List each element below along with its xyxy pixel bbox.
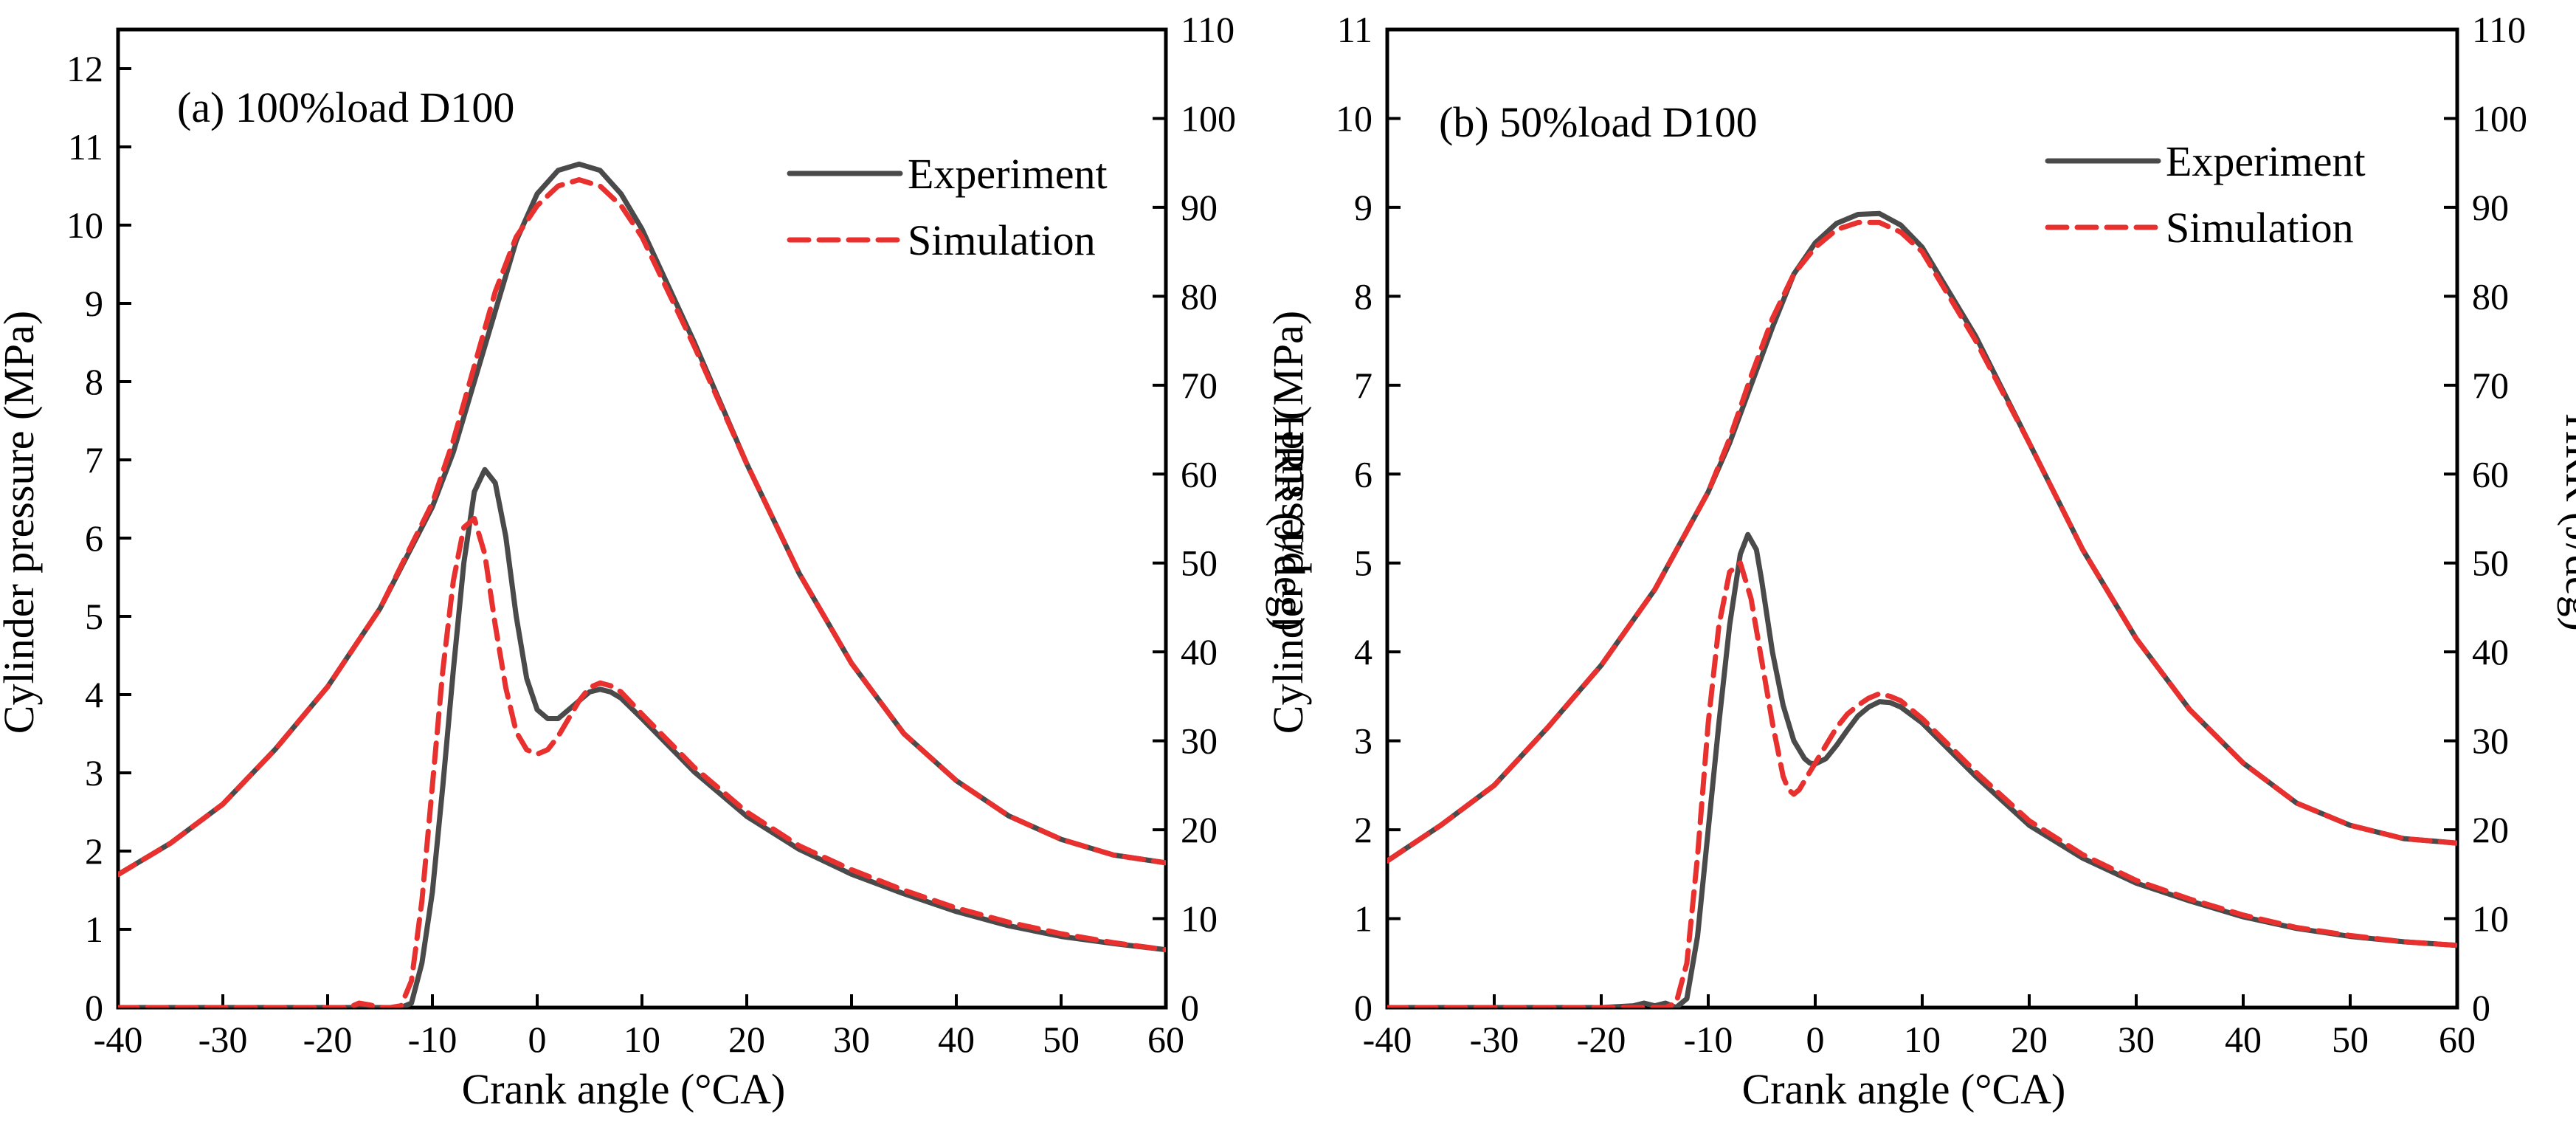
y-tick-label: 0	[85, 987, 103, 1028]
x-tick-label: -40	[94, 1019, 143, 1060]
y2-tick-label: 10	[1181, 898, 1218, 940]
y2-tick-label: 60	[1181, 453, 1218, 495]
x-tick-label: 50	[2332, 1019, 2369, 1060]
y2-tick-label: 80	[2472, 275, 2509, 317]
y-tick-label: 1	[85, 909, 103, 950]
y-tick-label: 4	[1354, 631, 1372, 672]
x-tick-label: -10	[1684, 1019, 1733, 1060]
x-tick-label: 50	[1043, 1019, 1080, 1060]
y2-axis-title: HRR (J/deg)	[2557, 413, 2576, 631]
simulation-pressure-line	[118, 177, 1166, 878]
y-tick-label: 10	[1336, 97, 1372, 139]
x-tick-label: -30	[198, 1019, 248, 1060]
panel-title: (b) 50%load D100	[1439, 98, 1758, 146]
y-tick-label: 3	[85, 752, 103, 794]
panel-title: (a) 100%load D100	[177, 83, 514, 131]
y2-tick-label: 70	[1181, 365, 1218, 406]
y-tick-label: 1	[1354, 898, 1372, 940]
x-tick-label: 30	[2118, 1019, 2155, 1060]
y2-tick-label: 40	[1181, 631, 1218, 672]
x-tick-label: 10	[1904, 1019, 1941, 1060]
y-tick-label: 11	[68, 126, 103, 168]
y-tick-label: 10	[66, 204, 103, 246]
y2-tick-label: 30	[2472, 720, 2509, 762]
x-tick-label: 20	[2011, 1019, 2048, 1060]
y-tick-label: 11	[1337, 9, 1372, 50]
x-tick-label: 0	[1806, 1019, 1825, 1060]
y2-tick-label: 90	[2472, 187, 2509, 228]
y-tick-label: 2	[85, 830, 103, 872]
experiment-hrr-line	[118, 467, 1166, 1008]
x-tick-label: 20	[728, 1019, 765, 1060]
y2-tick-label: 90	[1181, 187, 1218, 228]
experiment-hrr-line	[1387, 531, 2457, 1008]
x-tick-label: -40	[1363, 1019, 1412, 1060]
y2-tick-label: 30	[1181, 720, 1218, 762]
x-tick-label: -20	[303, 1019, 353, 1060]
legend-label-experiment: Experiment	[2166, 137, 2366, 185]
x-tick-label: 40	[2225, 1019, 2262, 1060]
x-tick-label: 60	[2439, 1019, 2476, 1060]
y-tick-label: 5	[85, 596, 103, 637]
y2-tick-label: 50	[1181, 543, 1218, 584]
x-tick-label: 0	[528, 1019, 547, 1060]
y-tick-label: 8	[1354, 275, 1372, 317]
simulation-hrr-line	[1387, 560, 2457, 1008]
panel-b: -40 -30 -20 -10 0 10 20 30 40 50 60012345678910110…	[1264, 9, 2576, 1113]
y-tick-label: 3	[1354, 720, 1372, 762]
y2-tick-label: 50	[2472, 543, 2509, 584]
y-tick-label: 9	[1354, 187, 1372, 228]
y2-tick-label: 110	[1181, 9, 1235, 50]
x-tick-label: 10	[624, 1019, 660, 1060]
y2-tick-label: 100	[2472, 97, 2527, 139]
y-tick-label: 7	[1354, 365, 1372, 406]
y-tick-label: 7	[85, 439, 103, 481]
y2-tick-label: 20	[2472, 809, 2509, 850]
y-tick-label: 6	[1354, 453, 1372, 495]
experiment-pressure-line	[118, 161, 1166, 878]
x-tick-label: 40	[938, 1019, 975, 1060]
y-tick-label: 12	[66, 48, 103, 89]
simulation-pressure-line	[1387, 219, 2457, 864]
x-tick-label: -20	[1577, 1019, 1626, 1060]
y2-tick-label: 10	[2472, 898, 2509, 940]
y-tick-label: 6	[85, 517, 103, 559]
y2-axis-title: HRR (J/deg)	[1265, 413, 1313, 631]
simulation-hrr-line	[118, 516, 1166, 1008]
x-axis-title: Crank angle (°CA)	[1742, 1065, 2066, 1113]
y2-tick-label: 80	[1181, 275, 1218, 317]
y-tick-label: 9	[85, 283, 103, 324]
y-axis-title: Cylinder pressure (MPa)	[1264, 311, 1312, 734]
y2-tick-label: 70	[2472, 365, 2509, 406]
legend-label-simulation: Simulation	[2166, 204, 2354, 252]
y-tick-label: 0	[1354, 987, 1372, 1028]
y-tick-label: 5	[1354, 543, 1372, 584]
y2-tick-label: 100	[1181, 97, 1236, 139]
x-tick-label: -30	[1470, 1019, 1519, 1060]
x-tick-label: 30	[833, 1019, 870, 1060]
x-tick-label: -10	[408, 1019, 457, 1060]
x-axis-title: Crank angle (°CA)	[462, 1065, 786, 1113]
y2-tick-label: 110	[2472, 9, 2526, 50]
y-tick-label: 4	[85, 674, 103, 715]
y-tick-label: 8	[85, 361, 103, 402]
y-tick-label: 2	[1354, 809, 1372, 850]
x-tick-label: 60	[1147, 1019, 1184, 1060]
experiment-pressure-line	[1387, 210, 2457, 864]
panel-a: -40 -30 -20 -10 0 10 20 30 40 50 60012345678910111…	[0, 9, 1313, 1113]
y2-tick-label: 20	[1181, 809, 1218, 850]
y2-tick-label: 0	[2472, 987, 2490, 1028]
y2-tick-label: 60	[2472, 453, 2509, 495]
y-axis-title: Cylinder pressure (MPa)	[0, 311, 43, 734]
legend-label-simulation: Simulation	[908, 216, 1096, 264]
y2-tick-label: 0	[1181, 987, 1199, 1028]
y2-tick-label: 40	[2472, 631, 2509, 672]
legend-label-experiment: Experiment	[908, 150, 1108, 198]
